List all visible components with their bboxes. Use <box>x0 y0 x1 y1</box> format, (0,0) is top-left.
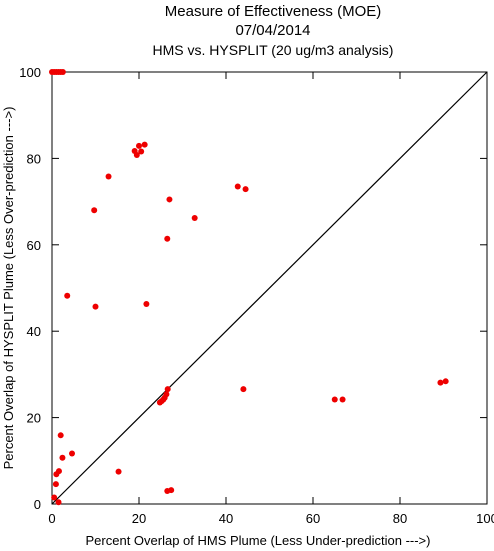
scatter-point <box>138 148 145 155</box>
scatter-point <box>437 379 444 386</box>
scatter-point <box>141 141 148 148</box>
x-tick-label: 40 <box>219 511 233 526</box>
scatter-point <box>52 481 59 488</box>
scatter-point <box>55 499 62 506</box>
scatter-point <box>92 303 99 310</box>
scatter-point <box>240 386 247 393</box>
scatter-point <box>115 468 122 475</box>
scatter-point <box>51 494 58 501</box>
scatter-point <box>168 487 175 494</box>
x-tick-label: 100 <box>476 511 494 526</box>
scatter-point <box>442 378 449 385</box>
scatter-point <box>105 173 112 180</box>
y-tick-label: 40 <box>27 324 41 339</box>
scatter-point <box>164 235 171 242</box>
x-axis-label: Percent Overlap of HMS Plume (Less Under… <box>86 533 431 548</box>
axis-ticks: 0 20 40 60 80 100 0 20 40 60 80 100 <box>19 65 494 526</box>
x-tick-label: 0 <box>48 511 55 526</box>
y-tick-label: 0 <box>34 497 41 512</box>
chart-date: 07/04/2014 <box>235 22 310 39</box>
scatter-point <box>136 142 142 149</box>
scatter-point <box>339 396 346 403</box>
scatter-point <box>64 292 71 299</box>
scatter-point <box>91 207 98 214</box>
scatter-point <box>242 186 249 193</box>
x-tick-label: 60 <box>306 511 320 526</box>
chart-title: Measure of Effectiveness (MOE) <box>165 3 381 20</box>
x-tick-label: 80 <box>393 511 407 526</box>
scatter-point <box>59 69 66 75</box>
y-axis-label: Percent Overlap of HYSPLIT Plume (Less O… <box>1 107 16 470</box>
scatter-point <box>191 215 198 222</box>
scatter-point <box>331 396 338 403</box>
scatter-point <box>53 471 60 478</box>
data-points <box>49 69 449 506</box>
plot-frame <box>51 71 488 505</box>
scatter-point <box>164 386 171 393</box>
y-tick-label: 80 <box>27 151 41 166</box>
y-tick-label: 20 <box>27 411 41 426</box>
x-tick-label: 20 <box>132 511 146 526</box>
scatter-point <box>156 399 163 406</box>
scatter-point <box>166 196 173 203</box>
y-tick-label: 100 <box>19 65 41 80</box>
scatter-point <box>69 450 76 457</box>
reference-diagonal-line <box>51 71 488 505</box>
scatter-point <box>57 432 64 439</box>
scatter-point <box>133 151 140 158</box>
scatter-point <box>143 300 150 307</box>
scatter-point <box>59 454 66 461</box>
chart-subtitle: HMS vs. HYSPLIT (20 ug/m3 analysis) <box>153 42 394 58</box>
y-tick-label: 60 <box>27 238 41 253</box>
scatter-point <box>234 183 241 190</box>
